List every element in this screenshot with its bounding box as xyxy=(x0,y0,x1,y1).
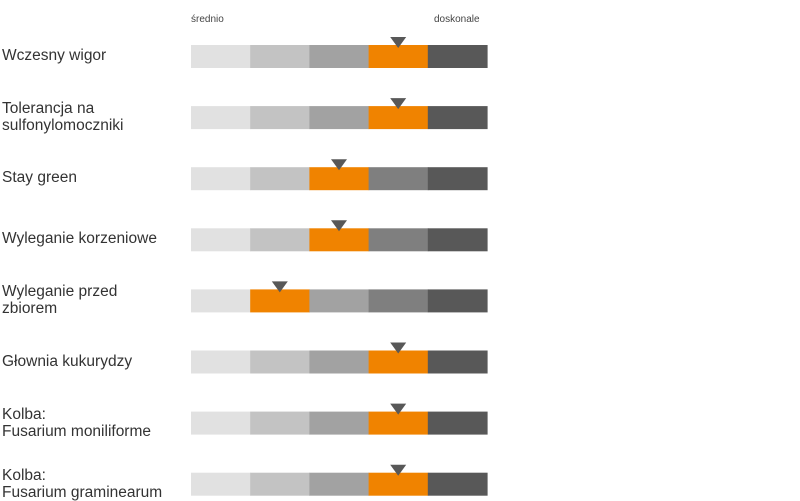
rating-segment-selected xyxy=(309,228,370,252)
rating-segment xyxy=(427,45,488,68)
trait-label: Tolerancja na sulfonylomoczniki xyxy=(2,100,124,135)
rating-segment xyxy=(191,228,251,252)
rating-marker xyxy=(331,159,347,171)
trait-label: Kolba: Fusarium graminearum xyxy=(2,466,163,501)
rating-marker xyxy=(271,281,288,293)
rating-segment xyxy=(309,411,370,435)
rating-segment xyxy=(250,411,310,435)
rating-segment xyxy=(250,45,310,68)
rating-segment xyxy=(191,167,251,191)
rating-segment xyxy=(250,167,310,191)
rating-segment-selected xyxy=(250,289,310,313)
rating-segment xyxy=(368,289,429,313)
rating-segment xyxy=(427,106,488,130)
rating-marker xyxy=(390,464,407,476)
rating-segment xyxy=(191,45,251,68)
trait-label: Stay green xyxy=(2,169,77,187)
rating-segment-selected xyxy=(368,472,429,496)
trait-label: Wyleganie korzeniowe xyxy=(2,230,157,248)
rating-segment xyxy=(309,472,370,496)
rating-marker xyxy=(390,98,407,110)
rating-marker xyxy=(331,220,347,232)
rating-segment-selected xyxy=(309,167,370,191)
rating-segment xyxy=(309,106,370,130)
rating-segment xyxy=(191,411,251,435)
rating-segment xyxy=(427,289,488,313)
trait-label: Wyleganie przed zbiorem xyxy=(2,283,118,318)
rating-segment-selected xyxy=(368,106,429,130)
rating-segment xyxy=(427,350,488,374)
rating-marker xyxy=(390,342,407,354)
rating-segment-selected xyxy=(368,350,429,374)
rating-segment xyxy=(427,411,488,435)
rating-segment xyxy=(427,228,488,252)
rating-segment xyxy=(250,472,310,496)
rating-marker xyxy=(390,403,407,415)
rating-segment xyxy=(427,167,488,191)
rating-segment xyxy=(427,472,488,496)
rating-marker xyxy=(390,37,407,48)
trait-label: Kolba: Fusarium moniliforme xyxy=(2,405,152,440)
rating-segment xyxy=(309,45,370,68)
rating-segment xyxy=(250,228,310,252)
rating-segment xyxy=(368,228,429,252)
rating-segment xyxy=(191,106,251,130)
rating-segment xyxy=(309,350,370,374)
rating-segment xyxy=(250,350,310,374)
rating-segment xyxy=(309,289,370,313)
rating-segment xyxy=(191,472,251,496)
rating-segment xyxy=(368,167,429,191)
scale-high-label: doskonale xyxy=(434,14,480,25)
rating-segment-selected xyxy=(368,411,429,435)
rating-segment xyxy=(191,350,251,374)
rating-segment xyxy=(191,289,251,313)
trait-label: Głownia kukurydzy xyxy=(2,352,133,370)
trait-label: Wczesny wigor xyxy=(2,47,107,64)
rating-segment-selected xyxy=(368,45,429,68)
rating-segment xyxy=(250,106,310,130)
scale-low-label: średnio xyxy=(191,14,224,25)
